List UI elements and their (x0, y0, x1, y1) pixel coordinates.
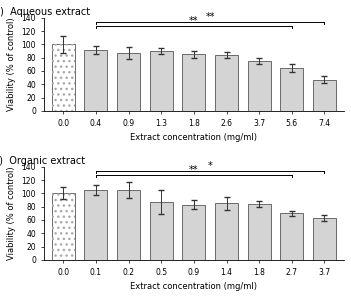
Y-axis label: Viability (% of control): Viability (% of control) (7, 18, 16, 111)
Bar (313, 218, 336, 260)
Text: **: ** (189, 165, 199, 175)
Text: (b)  Aqueous extract: (b) Aqueous extract (0, 7, 90, 17)
Y-axis label: Viability (% of control): Viability (% of control) (7, 167, 16, 260)
Bar (52, 44, 75, 111)
Bar (117, 190, 140, 260)
Bar (150, 51, 173, 111)
Bar (215, 55, 238, 111)
Text: *: * (208, 161, 213, 171)
Bar (280, 213, 303, 260)
Bar (52, 193, 75, 260)
X-axis label: Extract concentration (mg/ml): Extract concentration (mg/ml) (130, 133, 257, 142)
Bar (150, 202, 173, 260)
Bar (52, 44, 75, 111)
Bar (52, 193, 75, 260)
Bar (117, 53, 140, 111)
Bar (215, 203, 238, 260)
Bar (248, 61, 271, 111)
Bar (248, 204, 271, 260)
Bar (280, 68, 303, 111)
Text: **: ** (205, 12, 215, 22)
Bar (183, 205, 205, 260)
Text: (c)  Organic extract: (c) Organic extract (0, 156, 85, 166)
Text: **: ** (189, 16, 199, 26)
Bar (183, 54, 205, 111)
Bar (85, 50, 107, 111)
X-axis label: Extract concentration (mg/ml): Extract concentration (mg/ml) (130, 282, 257, 291)
Bar (85, 190, 107, 260)
Bar (313, 80, 336, 111)
